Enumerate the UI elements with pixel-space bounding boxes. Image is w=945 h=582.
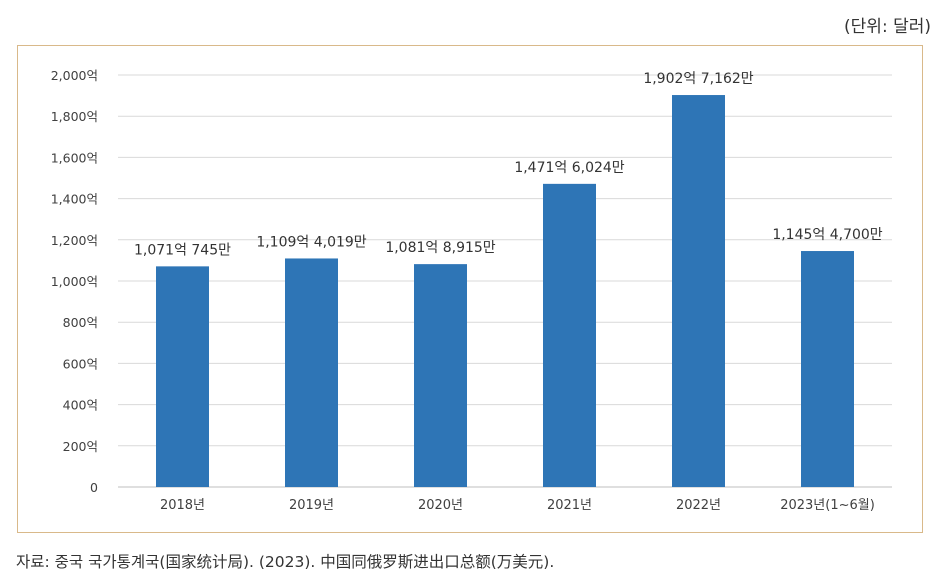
x-tick-label: 2021년 [547,498,592,513]
source-note: 자료: 중국 국가통계국(国家统计局). (2023). 中国同俄罗斯进出口总额… [16,553,555,571]
data-label: 1,109억 4,019만 [256,234,366,250]
x-tick-label: 2020년 [418,498,463,513]
unit-note: (단위: 달러) [844,17,931,37]
data-label: 1,071억 745만 [134,242,231,258]
x-tick-label: 2023년(1~6월) [780,498,875,513]
y-tick-label: 200억 [63,439,98,454]
y-tick-label: 1,400억 [51,192,98,207]
bar [285,258,338,487]
y-tick-label: 2,000억 [51,68,98,83]
data-label: 1,471억 6,024만 [514,160,624,176]
x-tick-label: 2018년 [160,498,205,513]
bar [672,95,725,487]
y-tick-label: 400억 [63,398,98,413]
bar [543,183,596,487]
bar [801,251,854,487]
data-label: 1,081억 8,915만 [385,240,495,256]
x-tick-label: 2019년 [289,498,334,513]
y-tick-label: 800억 [63,315,98,330]
y-axis-ticks: 0 200억 400억 600억 800억 1,000억 1,200억 1,400억 1,600… [51,68,98,495]
y-tick-label: 1,200억 [51,233,98,248]
y-tick-label: 1,800억 [51,109,98,124]
y-tick-label: 1,000억 [51,274,98,289]
y-tick-label: 1,600억 [51,150,98,165]
bars [156,95,854,487]
x-axis-ticks: 2018년 2019년 2020년 2021년 2022년 2023년(1~6월) [160,498,875,513]
data-label: 1,145억 4,700만 [772,227,882,243]
y-tick-label: 600억 [63,356,98,371]
data-labels: 1,071억 745만 1,109억 4,019만 1,081억 8,915만 1,4… [134,71,883,258]
gridlines [118,74,892,488]
bar [414,264,467,487]
x-tick-label: 2022년 [676,498,721,513]
bar [156,266,209,487]
data-label: 1,902억 7,162만 [643,71,753,87]
y-tick-label: 0 [90,480,98,495]
